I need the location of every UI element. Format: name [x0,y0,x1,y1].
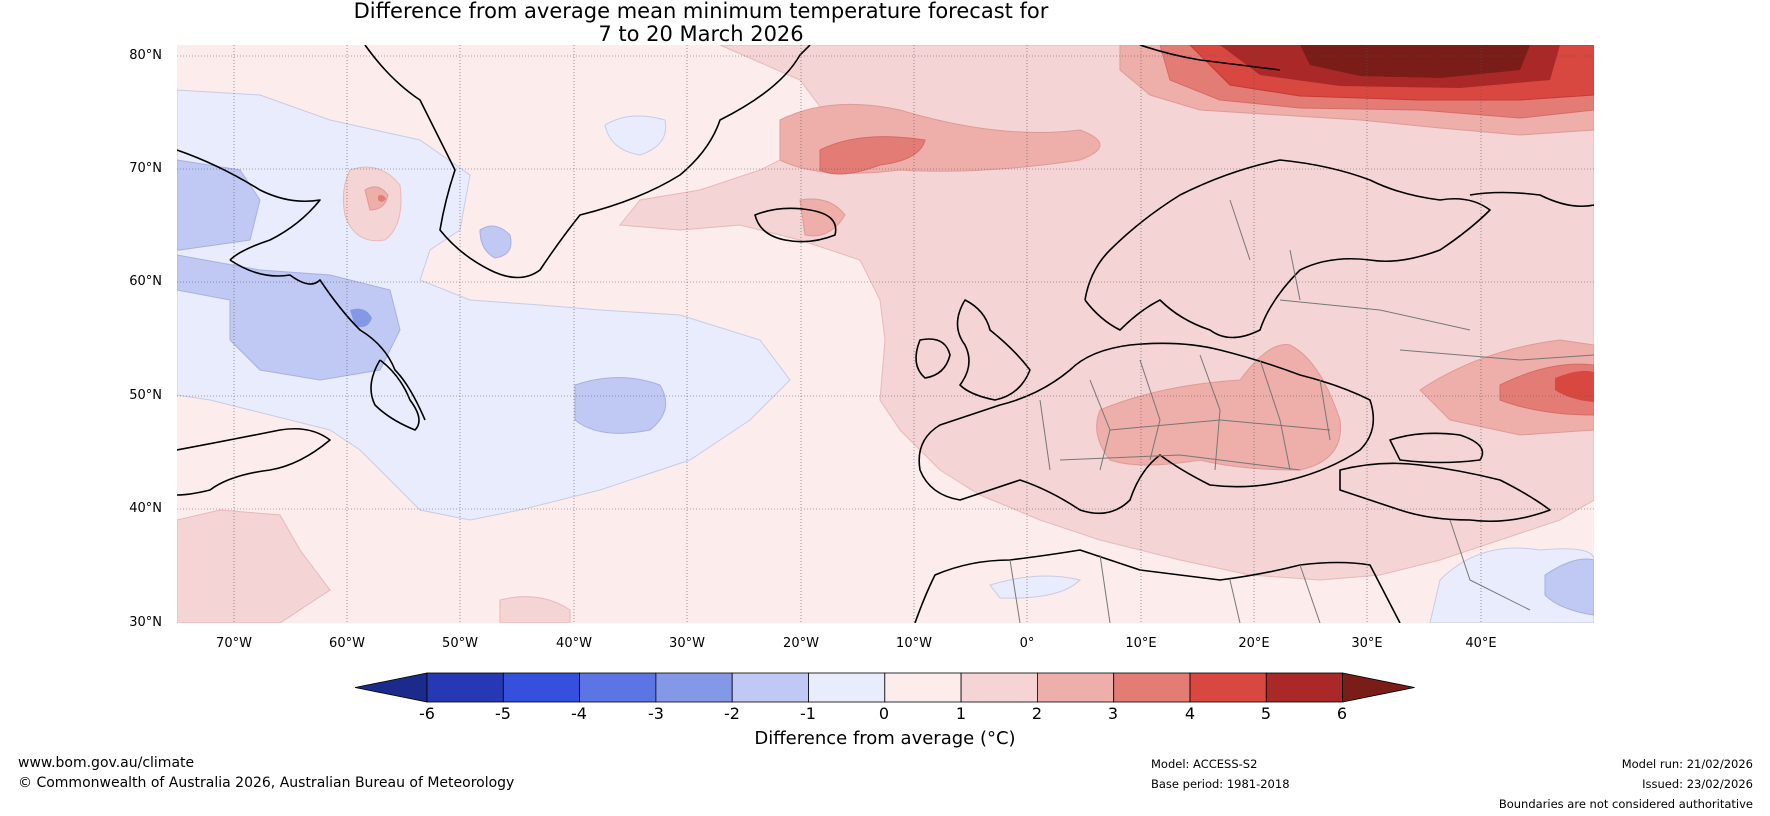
map-panel [177,45,1594,623]
country-borders [1009,199,1594,623]
field-cool2-atl [574,377,667,434]
lon-label-40w: 40°W [556,636,592,651]
coast-novaya [1139,45,1281,71]
coast-europe-main [918,342,1375,515]
lat-label-30n: 30°N [129,615,162,630]
colorbar [354,672,1415,703]
colorbar-extend-low [354,672,428,703]
colorbar-segment [426,672,504,703]
field-cool2-hudson [177,254,401,381]
lat-label-60n: 60°N [129,274,162,289]
colorbar-segment [884,672,962,703]
boundary-disclaimer: Boundaries are not considered authoritat… [1498,797,1753,811]
model-name: Model: ACCESS-S2 [1151,757,1258,771]
base-period: Base period: 1981-2018 [1151,777,1290,791]
field-warm1-sw2 [499,596,571,623]
lat-label-70n: 70°N [129,161,162,176]
lon-label-60w: 60°W [329,636,365,651]
lon-label-30e: 30°E [1351,636,1383,651]
coast-ireland [915,338,951,379]
colorbar-segment [579,672,657,703]
cb-tick-2: 2 [1031,704,1043,723]
lon-label-10e: 10°E [1125,636,1157,651]
field-cool2-gl2 [604,115,667,156]
graticule [177,45,1594,623]
coast-greenland [364,45,811,279]
field-warm2-lab [364,186,389,211]
field-warm4-russia [1555,370,1594,402]
field-cool2-se [1544,558,1594,616]
cb-tick-neg4: -4 [571,704,587,723]
field-warm6-arctic [1300,45,1530,78]
field-cool2-labrador [177,159,261,251]
coast-africa-north [914,549,1401,623]
coast-turkey [1339,462,1551,522]
map-title: Difference from average mean minimum tem… [0,0,1402,46]
copyright-text: © Commonwealth of Australia 2026, Austra… [18,775,515,791]
field-warm1-sw [177,509,331,623]
cb-tick-neg3: -3 [648,704,664,723]
cb-tick-neg5: -5 [495,704,511,723]
title-line-1: Difference from average mean minimum tem… [353,0,1049,23]
colorbar-segment [731,672,809,703]
colorbar-segment [960,672,1038,703]
lon-label-30w: 30°W [669,636,705,651]
field-warm2-iceland [799,198,846,237]
colorbar-title: Difference from average (°C) [754,728,1016,749]
coast-scandinavia [1084,159,1491,339]
colorbar-segment [1037,672,1115,703]
lat-label-40n: 40°N [129,501,162,516]
coastlines [177,45,1594,623]
coast-arctic-russia [1469,191,1594,208]
field-warm3-lab [378,195,386,202]
cb-tick-neg1: -1 [800,704,816,723]
colorbar-segment [1189,672,1267,703]
coast-britain [956,299,1031,401]
website-link[interactable]: www.bom.gov.au/climate [18,755,195,771]
lon-label-70w: 70°W [216,636,252,651]
coast-baffin [177,149,321,261]
coast-nfld [370,359,420,431]
cb-tick-0: 0 [878,704,890,723]
lon-label-10w: 10°W [896,636,932,651]
colorbar-segment [1113,672,1191,703]
title-line-2: 7 to 20 March 2026 [598,22,804,46]
field-cool2-gl [479,225,512,259]
lat-label-80n: 80°N [129,48,162,63]
lon-label-20e: 20°E [1238,636,1270,651]
lon-label-40e: 40°E [1465,636,1497,651]
lon-label-20w: 20°W [783,636,819,651]
cb-tick-6: 6 [1336,704,1348,723]
cb-tick-5: 5 [1260,704,1272,723]
coast-iceland [754,207,837,243]
colorbar-segment [655,672,733,703]
field-cool3-hudson [350,308,372,327]
issued-date: Issued: 23/02/2026 [1642,777,1753,791]
coast-us-east [177,427,331,496]
field-warm3-norw [819,136,926,175]
cb-tick-neg2: -2 [724,704,740,723]
field-warm1-east [619,45,1594,581]
lon-label-50w: 50°W [442,636,478,651]
colorbar-segment [1265,672,1344,703]
model-run: Model run: 21/02/2026 [1621,757,1753,771]
colorbar-segment [808,672,886,703]
cb-tick-neg6: -6 [419,704,435,723]
field-cool-se [1429,547,1594,623]
cb-tick-4: 4 [1184,704,1196,723]
colorbar-segment [502,672,580,703]
colorbar-extend-high [1342,672,1415,703]
coast-labrador [229,259,426,421]
cb-tick-1: 1 [955,704,967,723]
cb-tick-3: 3 [1107,704,1119,723]
field-cool-med [989,575,1081,599]
lon-label-0: 0° [1019,636,1035,651]
lat-label-50n: 50°N [129,388,162,403]
